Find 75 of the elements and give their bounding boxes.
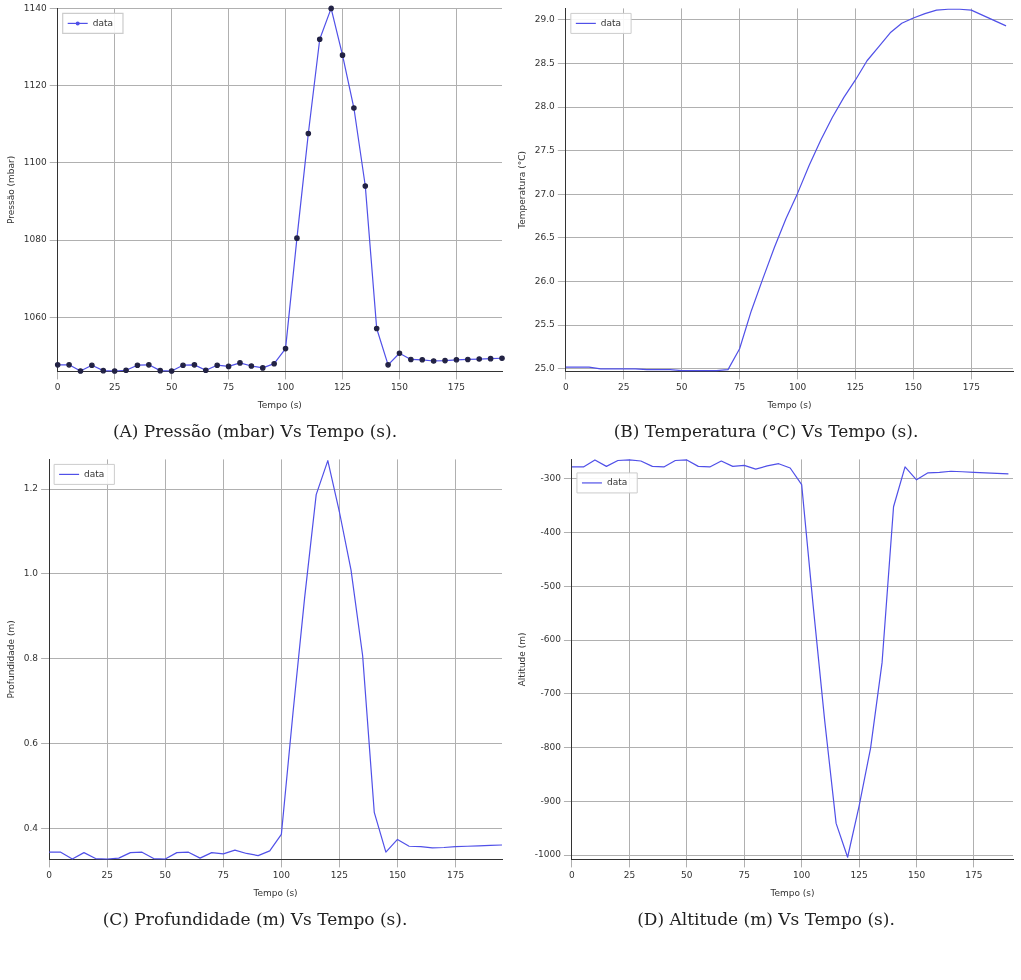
x-tick-label: 0 bbox=[569, 870, 576, 881]
text: (C) Profundidade (m) Vs Tempo (s). bbox=[102, 909, 408, 929]
text: (A) Pressão (mbar) Vs Tempo (s). bbox=[112, 421, 398, 441]
y-tick-label: -900 bbox=[540, 795, 562, 806]
y-tick-label: 27.0 bbox=[534, 188, 556, 199]
x-tick-label: 175 bbox=[447, 382, 466, 393]
legend-label: data bbox=[600, 17, 622, 28]
legend-label: data bbox=[606, 477, 628, 488]
y-tick-label: 25.5 bbox=[534, 319, 555, 330]
y-tick-label: 0.6 bbox=[23, 737, 39, 748]
legend-label: data bbox=[84, 468, 105, 479]
x-tick-label: 50 bbox=[681, 870, 693, 881]
x-tick-label: 25 bbox=[618, 382, 630, 393]
x-tick-label: 25 bbox=[623, 870, 636, 881]
x-tick-label: 125 bbox=[330, 870, 349, 881]
x-tick-label: 0 bbox=[46, 870, 53, 881]
text: (B) Temperatura (°C) Vs Tempo (s). bbox=[613, 421, 919, 441]
y-tick-label: 27.5 bbox=[534, 144, 555, 155]
y-tick-label: -700 bbox=[540, 688, 562, 699]
x-tick-label: 175 bbox=[962, 382, 980, 393]
x-tick-label: 150 bbox=[390, 382, 409, 393]
y-tick-label: 1140 bbox=[23, 2, 47, 13]
y-tick-label: 28.5 bbox=[534, 57, 555, 68]
x-tick-label: 125 bbox=[850, 870, 868, 881]
x-tick-label: 50 bbox=[159, 870, 172, 881]
x-tick-label: 125 bbox=[846, 382, 865, 393]
x-tick-label: 100 bbox=[276, 382, 295, 393]
x-tick-label: 25 bbox=[101, 870, 113, 881]
y-tick-label: -600 bbox=[540, 634, 562, 645]
x-tick-label: 175 bbox=[446, 870, 465, 881]
y-axis-title: Altitude (m) bbox=[516, 632, 527, 687]
x-tick-label: 100 bbox=[788, 382, 807, 393]
x-tick-label: 75 bbox=[738, 870, 750, 881]
y-tick-label: 1060 bbox=[23, 311, 47, 322]
y-tick-label: 26.5 bbox=[534, 232, 555, 243]
x-tick-label: 0 bbox=[562, 382, 569, 393]
x-tick-label: 75 bbox=[217, 870, 230, 881]
y-tick-label: -800 bbox=[540, 741, 562, 752]
y-tick-label: -1000 bbox=[534, 849, 562, 860]
y-tick-label: 1100 bbox=[23, 157, 47, 168]
y-tick-label: 1.0 bbox=[23, 568, 39, 579]
text: (D) Altitude (m) Vs Tempo (s). bbox=[637, 909, 895, 929]
y-tick-label: 1.2 bbox=[23, 483, 39, 494]
y-axis-title: Profundidade (m) bbox=[5, 620, 16, 699]
x-axis-title: Tempo (s) bbox=[252, 887, 298, 898]
x-tick-label: 25 bbox=[108, 382, 121, 393]
x-tick-label: 150 bbox=[907, 870, 926, 881]
x-tick-label: 175 bbox=[965, 870, 983, 881]
y-tick-label: 1120 bbox=[23, 79, 47, 90]
x-tick-label: 75 bbox=[222, 382, 235, 393]
y-tick-label: 0.4 bbox=[23, 822, 39, 833]
y-tick-label: 25.0 bbox=[534, 363, 556, 374]
y-axis-title: Pressão (mbar) bbox=[5, 155, 16, 225]
legend-label: data bbox=[92, 17, 113, 28]
x-tick-label: 100 bbox=[793, 870, 811, 881]
x-tick-label: 150 bbox=[904, 382, 923, 393]
x-axis-title: Tempo (s) bbox=[766, 399, 812, 410]
x-tick-label: 50 bbox=[675, 382, 688, 393]
y-tick-label: 0.8 bbox=[23, 653, 39, 664]
y-tick-label: 28.0 bbox=[534, 101, 556, 112]
x-tick-label: 50 bbox=[165, 382, 178, 393]
y-tick-label: 1080 bbox=[23, 234, 47, 245]
x-tick-label: 150 bbox=[388, 870, 407, 881]
y-tick-label: -500 bbox=[540, 580, 562, 591]
x-tick-label: 75 bbox=[733, 382, 746, 393]
y-tick-label: 29.0 bbox=[534, 14, 556, 25]
x-tick-label: 125 bbox=[333, 382, 352, 393]
y-tick-label: -300 bbox=[540, 473, 562, 484]
y-axis-title: Temperatura (°C) bbox=[516, 150, 527, 230]
x-axis-title: Tempo (s) bbox=[769, 887, 815, 898]
x-axis-title: Tempo (s) bbox=[256, 399, 302, 410]
y-tick-label: -400 bbox=[540, 526, 562, 537]
y-tick-label: 26.0 bbox=[534, 275, 556, 286]
x-tick-label: 100 bbox=[272, 870, 291, 881]
x-tick-label: 0 bbox=[54, 382, 61, 393]
